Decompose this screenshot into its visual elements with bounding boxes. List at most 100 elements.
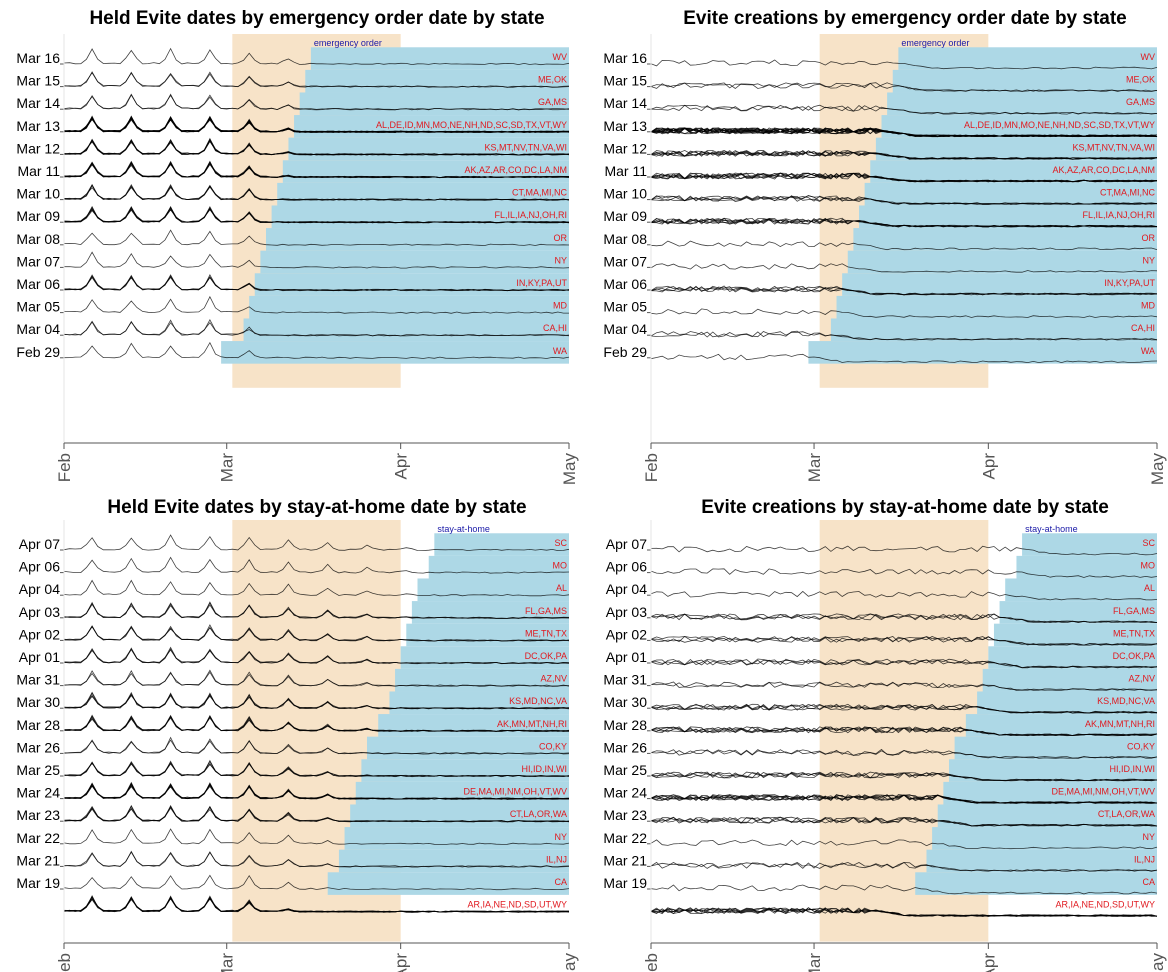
after-order-bar [915, 872, 1157, 895]
after-order-bar [221, 341, 569, 364]
after-order-bar [875, 137, 1157, 161]
state-label: CT,LA,OR,WA [1098, 809, 1155, 819]
x-tick-label: Feb [642, 953, 661, 972]
series-line [63, 691, 570, 710]
y-tick-label: Mar 12 [16, 140, 60, 156]
after-order-bar [948, 759, 1157, 782]
after-order-bar [853, 228, 1157, 251]
y-tick-label: Apr 03 [19, 604, 60, 620]
state-label: CA,HI [1131, 323, 1155, 333]
y-tick-label: Mar 19 [603, 875, 647, 891]
after-order-bar [299, 92, 569, 116]
state-label: KS,MD,NC,VA [509, 696, 567, 706]
state-label: AL [556, 583, 567, 593]
state-label: WV [553, 52, 568, 62]
state-label: NY [1142, 255, 1155, 265]
after-order-bar [434, 533, 569, 556]
y-tick-label: Apr 04 [19, 581, 60, 597]
y-tick-label: Apr 07 [606, 536, 647, 552]
state-label: ME,TN,TX [1113, 628, 1155, 638]
after-order-bar [1005, 578, 1157, 602]
series-line [63, 341, 570, 359]
series-line [650, 217, 1158, 228]
after-order-bar [954, 736, 1157, 760]
x-tick-label: Apr [979, 953, 998, 972]
series-line [650, 771, 1158, 782]
series-line [650, 59, 1158, 70]
series-line [63, 160, 569, 179]
series-line [650, 839, 1158, 850]
state-label: MD [1141, 301, 1155, 311]
state-label: SC [1142, 538, 1155, 548]
y-tick-label: Mar 21 [16, 852, 60, 868]
y-tick-label: Feb 29 [16, 344, 60, 360]
x-tick-label: Apr [392, 453, 411, 480]
after-order-bar [870, 160, 1157, 183]
series-line [650, 545, 1158, 556]
series-line [63, 71, 570, 88]
series-line [650, 861, 1158, 872]
state-label: IN,KY,PA,UT [1104, 278, 1155, 288]
marker-label: stay-at-home [437, 524, 490, 534]
after-order-bar [417, 578, 569, 602]
y-tick-label: Mar 12 [603, 140, 647, 156]
y-tick-label: Mar 11 [17, 163, 60, 179]
y-tick-label: Feb 29 [603, 344, 647, 360]
after-order-bar [836, 295, 1157, 319]
series-line [63, 47, 570, 66]
series-line [63, 648, 570, 665]
after-order-bar [892, 69, 1157, 93]
state-label: DE,MA,MI,NM,OH,VT,WV [1052, 787, 1156, 797]
y-tick-label: Mar 08 [16, 231, 60, 247]
chart-panel-4: Evite creations by stay-at-home date by … [603, 497, 1167, 972]
y-tick-label: Mar 04 [603, 321, 647, 337]
state-label: DC,OK,PA [1113, 651, 1155, 661]
after-order-bar [982, 668, 1157, 692]
state-label: IL,NJ [1134, 854, 1155, 864]
y-tick-label: Mar 11 [604, 163, 647, 179]
series-line [650, 353, 1158, 364]
x-tick-label: Apr [392, 953, 411, 972]
series-line [650, 749, 1158, 759]
series-line [650, 635, 1158, 646]
state-label: CT,LA,OR,WA [510, 809, 567, 819]
x-tick-label: Mar [805, 453, 824, 483]
after-order-bar [327, 872, 569, 895]
state-label: MO [1141, 561, 1156, 571]
series-line [650, 907, 1158, 917]
state-label: GA,MS [1126, 97, 1155, 107]
series-line [650, 104, 1158, 115]
series-line [650, 613, 1158, 624]
state-label: AR,IA,NE,ND,SD,UT,WY [1055, 900, 1155, 910]
series-line [63, 805, 570, 823]
after-order-bar [344, 827, 569, 850]
y-tick-label: Mar 16 [16, 50, 60, 66]
after-order-bar [249, 295, 569, 319]
state-label: HI,ID,IN,WI [1110, 764, 1156, 774]
state-label: AZ,NV [1128, 674, 1155, 684]
x-tick-label: May [1148, 453, 1167, 486]
y-tick-label: Mar 05 [16, 299, 60, 315]
y-tick-label: Mar 26 [603, 739, 647, 755]
series-line [650, 794, 1158, 804]
y-tick-label: Mar 22 [603, 830, 647, 846]
state-label: SC [554, 538, 567, 548]
y-tick-label: Mar 07 [16, 253, 60, 269]
state-label: IL,NJ [546, 854, 567, 864]
state-label: FL,IL,IA,NJ,OH,RI [1082, 210, 1155, 220]
y-tick-label: Mar 23 [16, 807, 60, 823]
series-line [63, 93, 570, 111]
series-line [650, 590, 1158, 601]
state-label: AL [1144, 583, 1155, 593]
state-label: OR [554, 233, 568, 243]
series-line [63, 669, 570, 687]
chart-title: Evite creations by stay-at-home date by … [701, 497, 1109, 518]
series-line [63, 579, 570, 597]
y-tick-label: Mar 06 [16, 276, 60, 292]
state-label: HI,ID,IN,WI [522, 764, 568, 774]
y-tick-label: Mar 28 [603, 717, 647, 733]
series-line [63, 205, 570, 224]
y-tick-label: Apr 01 [606, 649, 647, 665]
series-line [63, 738, 570, 755]
series-line [63, 715, 569, 732]
